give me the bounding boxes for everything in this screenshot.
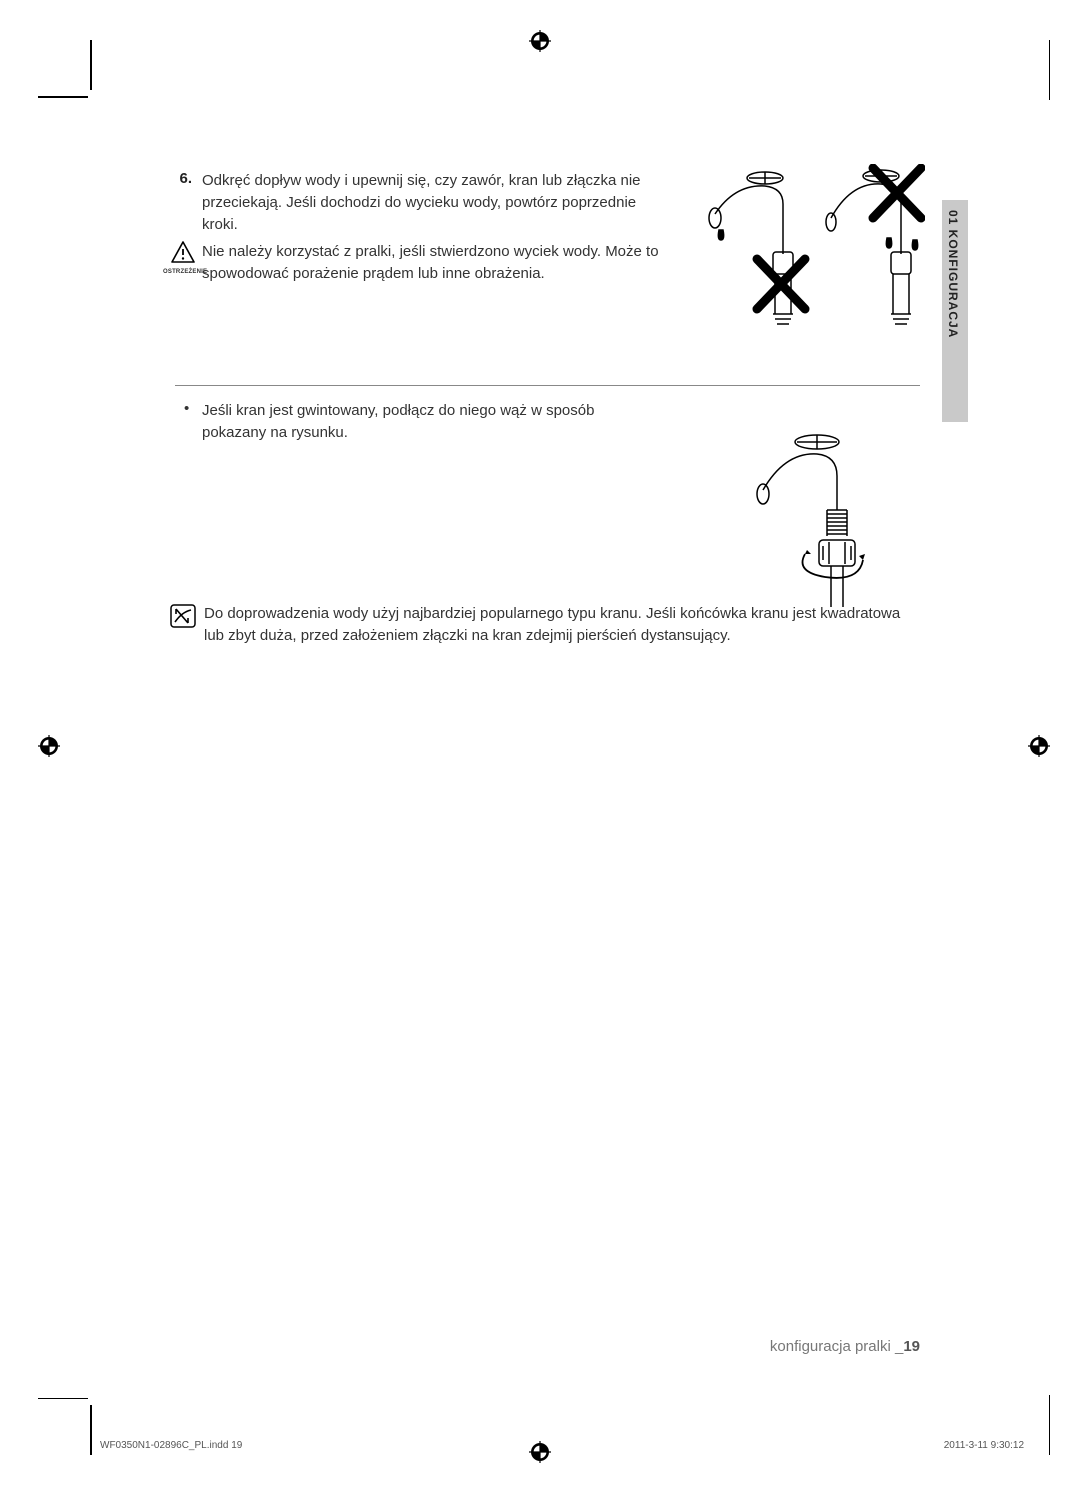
registration-mark-icon (38, 735, 60, 757)
step-text: Odkręć dopływ wody i upewnij się, czy za… (202, 170, 662, 235)
registration-mark-icon (529, 30, 551, 52)
crop-mark (1049, 40, 1051, 100)
print-timestamp: 2011-3-11 9:30:12 (944, 1440, 1024, 1451)
crop-mark (38, 1398, 88, 1400)
section-tab: 01 KONFIGURACJA (942, 200, 968, 422)
crop-mark (90, 40, 92, 90)
page-number: 19 (903, 1338, 920, 1355)
warning-label: OSTRZEŻENIE (163, 269, 202, 275)
print-file: WF0350N1-02896C_PL.indd 19 (100, 1440, 242, 1451)
crop-mark (90, 1405, 92, 1455)
tap-leak-figure (705, 164, 925, 340)
bullet-item: • Jeśli kran jest gwintowany, podłącz do… (184, 400, 1030, 444)
page-footer: konfiguracja pralki _19 (770, 1338, 920, 1355)
warning-icon (171, 241, 195, 263)
crop-mark (1049, 1395, 1051, 1455)
bullet-marker: • (184, 400, 202, 417)
warning-text: Nie należy korzystać z pralki, jeśli stw… (202, 241, 682, 285)
print-metadata: WF0350N1-02896C_PL.indd 19 2011-3-11 9:3… (100, 1440, 1024, 1451)
footer-text: konfiguracja pralki _ (770, 1338, 903, 1355)
note-icon (170, 604, 196, 628)
note-block: Do doprowadzenia wody użyj najbardziej p… (170, 603, 1030, 647)
bullet-text: Jeśli kran jest gwintowany, podłącz do n… (202, 400, 642, 444)
step-number: 6. (162, 170, 192, 187)
crop-mark (38, 96, 88, 98)
threaded-tap-figure (755, 432, 865, 617)
registration-mark-icon (1028, 735, 1050, 757)
section-tab-label: 01 KONFIGURACJA (946, 210, 960, 338)
divider (175, 385, 920, 386)
